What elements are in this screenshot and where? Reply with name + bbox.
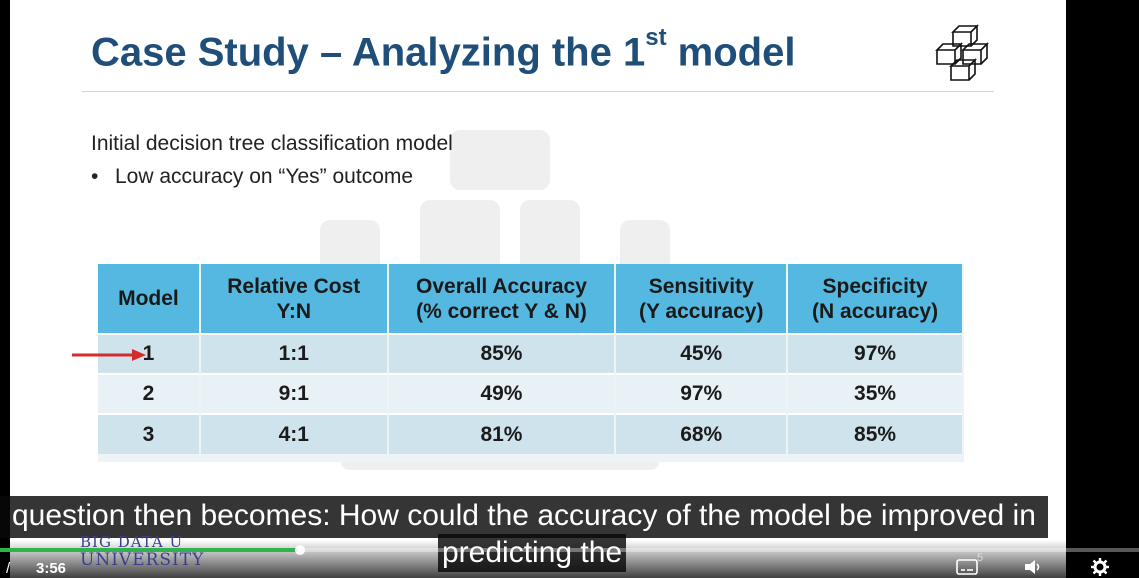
table-cell: 9:1 — [199, 373, 389, 414]
player-letterbox — [1066, 0, 1139, 578]
results-table-container: Model Relative Cost Y:N Overall Accuracy(… — [98, 264, 964, 462]
red-arrow-icon — [72, 349, 146, 361]
time-separator: / — [6, 560, 11, 577]
caption-line-2: predicting the — [438, 534, 627, 572]
table-cell: 2 — [98, 373, 201, 414]
table-row: 2 9:1 49% 97% 35% — [98, 373, 964, 414]
current-time: 3:56 — [36, 560, 67, 577]
table-row: 1 1:1 85% 45% 97% — [98, 333, 964, 374]
slide-title: Case Study – Analyzing the 1st model — [91, 24, 796, 75]
progress-fill — [0, 548, 300, 552]
progress-track[interactable] — [0, 548, 1139, 552]
bullet-item: • Low accuracy on “Yes” outcome — [91, 165, 413, 189]
table-cell: 97% — [615, 373, 789, 414]
cubes-icon — [935, 24, 989, 81]
slide-number: 5 — [977, 552, 984, 564]
table-row: 3 4:1 81% 68% 85% — [98, 413, 964, 454]
volume-icon[interactable] — [1022, 558, 1044, 576]
col-header-overall-accuracy: Overall Accuracy (% correct Y & N) — [387, 264, 617, 334]
table-cell: 1:1 — [199, 333, 389, 374]
col-header-model: Model — [98, 264, 201, 334]
settings-gear-icon[interactable] — [1089, 558, 1111, 576]
title-divider — [82, 91, 994, 92]
col-header-relative-cost: Relative Cost Y:N — [199, 264, 389, 334]
table-cell: 49% — [387, 373, 617, 414]
slide-canvas: Case Study – Analyzing the 1st model Ini… — [10, 0, 1066, 578]
table-cell: 3 — [98, 413, 201, 454]
caption-line-1: question then becomes: How could the acc… — [0, 496, 1048, 538]
table-cell: 81% — [387, 413, 617, 454]
intro-text: Initial decision tree classification mod… — [91, 132, 453, 155]
table-cell: 35% — [787, 373, 964, 414]
table-cell: 1 — [98, 333, 201, 374]
col-header-sensitivity: Sensitivity (Y accuracy) — [615, 264, 789, 334]
col-header-specificity: Specificity (N accuracy) — [787, 264, 964, 334]
bullet-mark: • — [91, 165, 99, 188]
table-cell: 45% — [615, 333, 789, 374]
bullet-text: Low accuracy on “Yes” outcome — [115, 165, 414, 188]
table-cell: 97% — [787, 333, 964, 374]
table-header-row: Model Relative Cost Y:N Overall Accuracy(… — [98, 264, 964, 334]
table-cell: 85% — [787, 413, 964, 454]
table-cell: 85% — [387, 333, 617, 374]
progress-scrubber[interactable] — [295, 545, 305, 555]
table-cell: 68% — [615, 413, 789, 454]
big-data-university-logo: BIG DATA U UNIVERSITY — [80, 533, 205, 570]
results-table: Model Relative Cost Y:N Overall Accuracy(… — [98, 264, 964, 454]
table-cell: 4:1 — [199, 413, 389, 454]
captions-icon[interactable] — [956, 558, 978, 576]
